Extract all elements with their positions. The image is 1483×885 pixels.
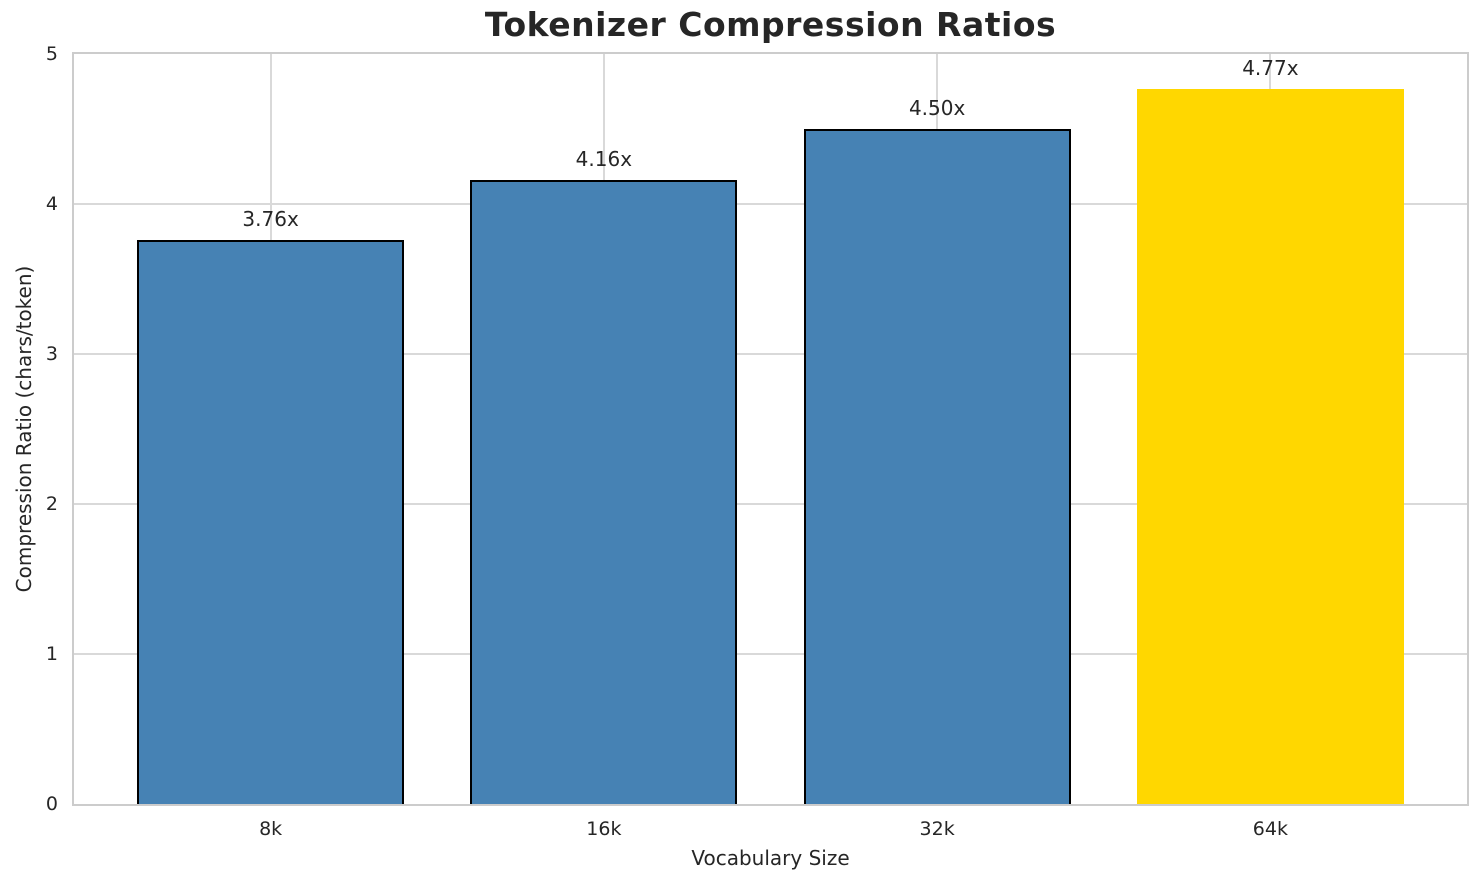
y-tick-label: 5	[45, 43, 58, 65]
y-tick-label: 3	[45, 343, 58, 365]
x-tick-label: 16k	[586, 818, 622, 840]
gridline-horizontal	[74, 653, 1467, 655]
x-tick-label: 8k	[259, 818, 283, 840]
y-tick-label: 1	[45, 643, 58, 665]
bar-16k	[470, 180, 738, 804]
x-tick-label: 64k	[1252, 818, 1288, 840]
y-tick-label: 0	[45, 793, 58, 815]
y-axis-label: Compression Ratio (chars/token)	[12, 265, 36, 593]
x-tick-label: 32k	[919, 818, 955, 840]
bar-8k	[137, 240, 405, 804]
chart-title: Tokenizer Compression Ratios	[484, 5, 1057, 44]
bar-value-label: 4.16x	[575, 147, 633, 171]
bar-value-label: 4.50x	[908, 96, 966, 120]
y-tick-label: 2	[45, 493, 58, 515]
gridline-horizontal	[74, 203, 1467, 205]
gridline-horizontal	[74, 353, 1467, 355]
gridline-horizontal	[74, 503, 1467, 505]
bar-64k	[1136, 88, 1404, 804]
plot-area: 3.76x 4.16x 4.50x 4.77x	[72, 52, 1469, 806]
x-axis-label: Vocabulary Size	[691, 846, 850, 870]
bar-value-label: 3.76x	[242, 207, 299, 231]
bar-value-label: 4.77x	[1242, 55, 1299, 80]
y-tick-label: 4	[45, 193, 58, 215]
bar-32k	[803, 129, 1071, 804]
